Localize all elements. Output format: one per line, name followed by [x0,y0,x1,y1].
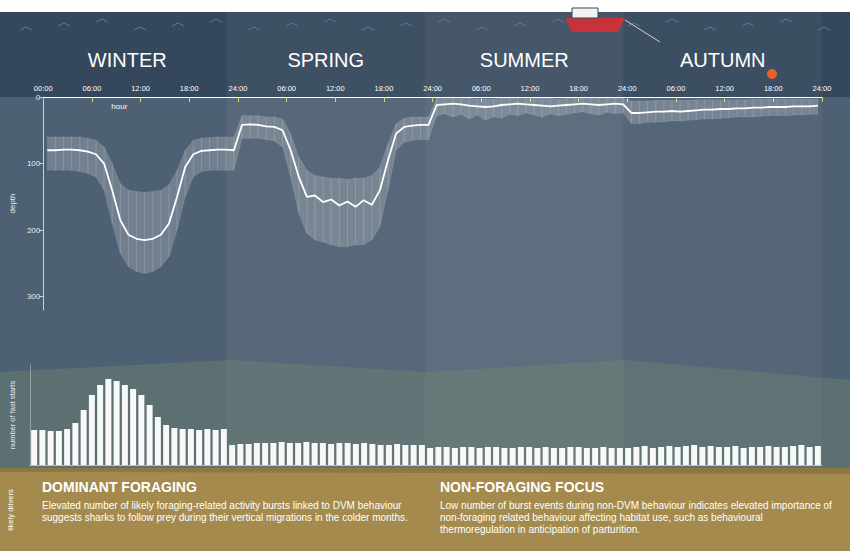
svg-text:0: 0 [36,93,41,102]
svg-text:depth: depth [8,193,17,213]
svg-text:Elevated number of likely fora: Elevated number of likely foraging-relat… [42,500,404,511]
svg-text:hour: hour [111,102,127,111]
svg-text:12:00: 12:00 [715,84,734,93]
svg-text:100: 100 [27,159,41,168]
svg-text:06:00: 06:00 [472,84,491,93]
svg-text:00:00: 00:00 [34,84,53,93]
svg-text:SUMMER: SUMMER [480,49,569,71]
svg-text:18:00: 18:00 [569,84,588,93]
svg-text:24:00: 24:00 [229,84,248,93]
svg-text:SPRING: SPRING [287,49,364,71]
svg-text:likely drivers: likely drivers [6,489,15,531]
svg-text:12:00: 12:00 [131,84,150,93]
svg-text:24:00: 24:00 [423,84,442,93]
svg-text:DOMINANT FORAGING: DOMINANT FORAGING [42,479,197,495]
svg-text:12:00: 12:00 [326,84,345,93]
svg-text:200: 200 [27,226,41,235]
svg-text:Low number of burst events dur: Low number of burst events during non-DV… [440,500,835,511]
svg-text:suggests sharks to follow prey: suggests sharks to follow prey during th… [42,512,408,523]
svg-text:06:00: 06:00 [83,84,102,93]
svg-text:06:00: 06:00 [667,84,686,93]
svg-text:thermoregulation in anticipati: thermoregulation in anticipation of part… [440,524,640,535]
svg-text:24:00: 24:00 [813,84,832,93]
svg-text:18:00: 18:00 [764,84,783,93]
svg-text:18:00: 18:00 [180,84,199,93]
svg-text:24:00: 24:00 [618,84,637,93]
svg-text:NON-FORAGING FOCUS: NON-FORAGING FOCUS [440,479,604,495]
svg-text:WINTER: WINTER [88,49,167,71]
svg-text:06:00: 06:00 [277,84,296,93]
svg-text:12:00: 12:00 [521,84,540,93]
svg-text:non-foraging related behaviour: non-foraging related behaviour affecting… [440,512,766,523]
svg-text:AUTUMN: AUTUMN [680,49,766,71]
svg-text:300: 300 [27,292,41,301]
svg-text:number of fast starts: number of fast starts [8,381,17,450]
svg-text:18:00: 18:00 [375,84,394,93]
